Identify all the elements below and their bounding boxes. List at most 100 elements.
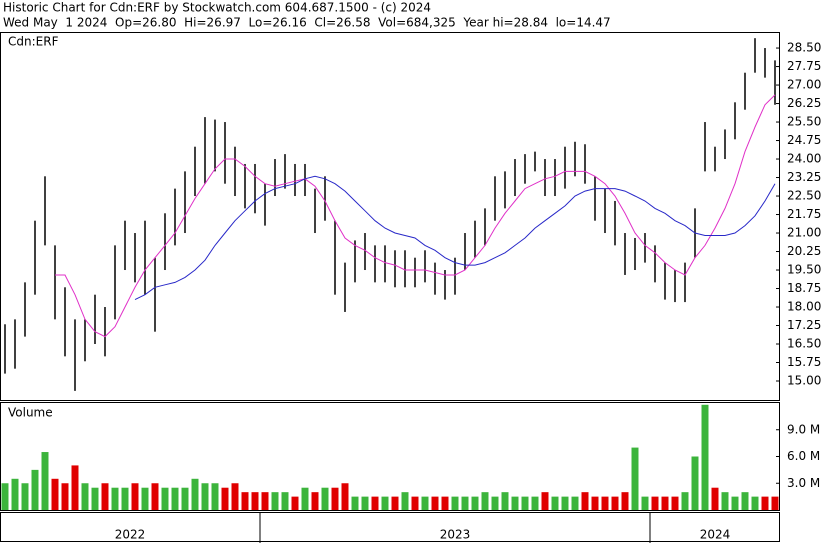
volume-bar [491,496,499,510]
header-line2: Wed May 1 2024 Op=26.80 Hi=26.97 Lo=26.1… [3,16,611,30]
volume-bar [121,487,129,510]
volume-bar [361,496,369,510]
volume-bar [441,496,449,510]
volume-bar [701,404,709,510]
moving-average-slow [134,175,776,301]
volume-bar [111,487,119,510]
y-tick-label: 28.50 [787,41,821,55]
volume-bar [451,496,459,510]
volume-bar [191,478,199,510]
y-tick-label: 25.50 [787,115,821,129]
v-tick-label: 9.0 M [787,422,820,436]
y-tick-label: 23.25 [787,170,821,184]
y-tick-label: 22.50 [787,189,821,203]
volume-bar [161,487,169,510]
volume-bar [411,496,419,510]
volume-bar [771,496,779,510]
v-tick-label: 3.0 M [787,476,820,490]
date-axis [0,512,780,542]
y-tick-label: 15.00 [787,374,821,388]
y-tick-label: 24.75 [787,133,821,147]
volume-bar [401,492,409,510]
volume-bar [271,492,279,510]
volume-bar [221,487,229,510]
volume-bar [591,496,599,510]
y-tick-label: 26.25 [787,96,821,110]
volume-bar [601,496,609,510]
volume-bar [571,496,579,510]
volume-bar [181,487,189,510]
volume-bar [341,483,349,510]
y-tick-label: 21.00 [787,226,821,240]
volume-bar [561,496,569,510]
volume-bar [501,492,509,510]
volume-bar [611,496,619,510]
y-tick-label: 27.75 [787,59,821,73]
volume-bar [311,492,319,510]
volume-bar [331,487,339,510]
header-line1: Historic Chart for Cdn:ERF by Stockwatch… [3,1,431,15]
volume-bar [251,492,259,510]
volume-bar [241,492,249,510]
volume-bar [391,496,399,510]
volume-bar [31,469,39,510]
y-tick-label: 21.75 [787,207,821,221]
volume-bar [431,496,439,510]
volume-bar [661,496,669,510]
volume-bar [171,487,179,510]
y-tick-label: 27.00 [787,78,821,92]
volume-bar [151,483,159,510]
volume-bar [351,496,359,510]
volume-bar [231,483,239,510]
volume-bar [741,492,749,510]
v-tick-label: 6.0 M [787,449,820,463]
volume-bar [691,456,699,510]
volume-bar [131,483,139,510]
volume-bar [621,492,629,510]
volume-bar [461,496,469,510]
volume-bar [531,496,539,510]
volume-bar [541,492,549,510]
volume-bar [521,496,529,510]
volume-bar [421,496,429,510]
volume-bar [551,496,559,510]
volume-bar [761,496,769,510]
volume-bar [201,483,209,510]
volume-bar [41,452,49,510]
volume-bar [281,492,289,510]
volume-title: Volume [8,406,53,420]
volume-bar [581,492,589,510]
moving-average-fast [55,94,776,338]
volume-bar [471,496,479,510]
volume-bar [731,496,739,510]
volume-bar [381,496,389,510]
volume-bar [211,483,219,510]
y-tick-label: 24.00 [787,152,821,166]
y-tick-label: 18.75 [787,281,821,295]
volume-bar [371,496,379,510]
volume-bar [681,492,689,510]
y-tick-label: 19.50 [787,263,821,277]
volume-bar [101,483,109,510]
volume-bar [641,496,649,510]
volume-bar [61,483,69,510]
y-tick-label: 18.00 [787,300,821,314]
year-label: 2022 [115,528,146,542]
y-tick-label: 15.75 [787,355,821,369]
symbol-label: Cdn:ERF [8,35,59,49]
y-tick-label: 17.25 [787,318,821,332]
volume-bar [81,483,89,510]
volume-bar [91,487,99,510]
y-tick-label: 16.50 [787,337,821,351]
volume-bar [141,487,149,510]
year-label: 2024 [700,528,731,542]
price-panel [0,32,780,401]
volume-bar [51,478,59,510]
volume-bar [511,496,519,510]
volume-bar [291,496,299,510]
volume-bar [21,483,29,510]
volume-bar [261,492,269,510]
volume-bar [651,496,659,510]
